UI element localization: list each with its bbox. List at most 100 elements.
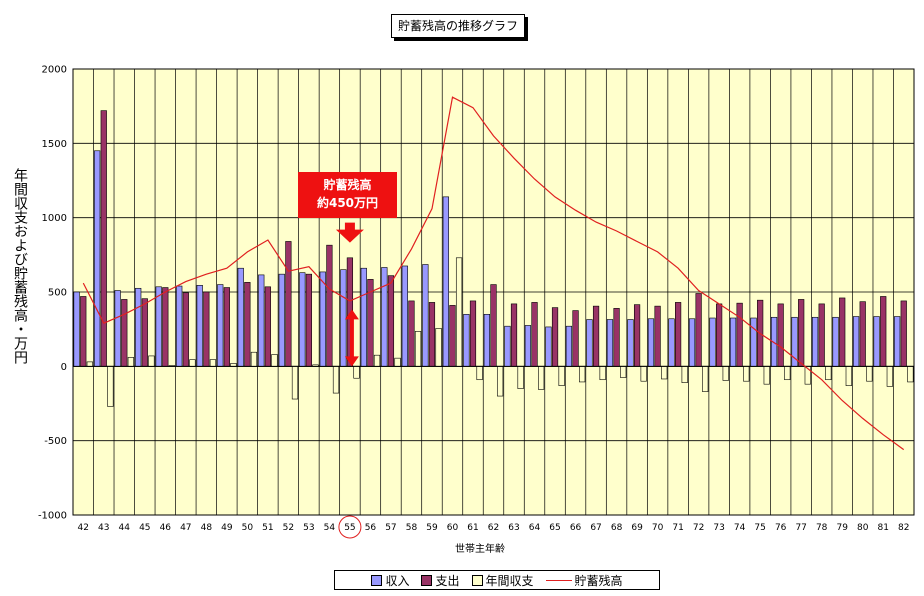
bar-income — [196, 285, 203, 367]
bar-income — [422, 264, 429, 367]
x-tick-label: 52 — [283, 523, 294, 533]
bar-balance — [825, 366, 832, 381]
bar-income — [750, 317, 757, 367]
legend-item-income: 収入 — [371, 572, 409, 589]
bar-balance — [907, 366, 914, 383]
legend-swatch-income — [371, 574, 383, 586]
bar-balance — [189, 359, 196, 367]
bar-income — [319, 271, 326, 367]
bar-expense — [777, 303, 784, 367]
x-tick-label: 60 — [447, 523, 459, 533]
bar-balance — [538, 366, 545, 390]
chart-title: 貯蓄残高の推移グラフ — [391, 14, 526, 38]
x-tick-label: 61 — [467, 523, 478, 533]
x-tick-label: 48 — [201, 523, 213, 533]
legend-item-savings: 貯蓄残高 — [545, 572, 623, 589]
bar-balance — [866, 366, 873, 382]
y-tick-label: 1000 — [42, 213, 67, 224]
bar-expense — [121, 299, 128, 367]
bar-expense — [449, 305, 456, 367]
bar-income — [873, 316, 880, 367]
x-tick-label: 43 — [98, 523, 109, 533]
bar-income — [894, 316, 901, 367]
x-tick-label: 78 — [816, 523, 828, 533]
bar-income — [258, 274, 265, 367]
x-tick-label: 51 — [262, 523, 273, 533]
bar-income — [565, 325, 573, 367]
bar-expense — [736, 302, 743, 367]
x-axis-label: 世帯主年齢 — [455, 544, 505, 555]
bar-expense — [223, 287, 230, 367]
x-tick-label: 77 — [795, 523, 806, 533]
x-tick-label: 42 — [78, 523, 89, 533]
bar-expense — [141, 298, 148, 367]
y-tick-label: 2000 — [42, 65, 67, 76]
x-tick-label: 62 — [488, 523, 499, 533]
bar-balance — [476, 366, 483, 381]
y-tick-label: 0 — [61, 362, 67, 373]
bar-balance — [332, 366, 340, 394]
bar-income — [647, 318, 655, 367]
x-tick-label: 46 — [160, 523, 172, 533]
bar-income — [606, 319, 614, 367]
x-tick-label: 55 — [344, 523, 355, 533]
bar-balance — [640, 366, 647, 382]
x-tick-label: 81 — [878, 523, 889, 533]
bar-income — [524, 325, 532, 367]
x-tick-label: 56 — [365, 523, 377, 533]
bar-income — [442, 196, 449, 367]
x-tick-label: 75 — [754, 523, 765, 533]
bar-income — [299, 272, 306, 367]
bar-income — [401, 265, 408, 367]
bar-balance — [661, 366, 668, 380]
x-tick-label: 45 — [139, 523, 150, 533]
legend-swatch-balance — [471, 574, 483, 586]
bar-expense — [633, 304, 641, 367]
y-axis-label: 年間収支および貯蓄残高・万円 — [12, 168, 28, 364]
x-tick-label: 47 — [180, 523, 191, 533]
bar-balance — [702, 366, 709, 392]
bar-income — [688, 318, 696, 367]
bar-balance — [722, 366, 729, 381]
x-tick-label: 59 — [426, 523, 438, 533]
bar-income — [237, 267, 244, 367]
x-tick-label: 63 — [508, 523, 519, 533]
savings-line — [82, 96, 905, 451]
bar-balance — [148, 355, 155, 367]
bar-income — [709, 317, 716, 367]
bar-expense — [285, 241, 292, 367]
y-tick-label: 1500 — [42, 139, 67, 150]
bar-expense — [510, 303, 518, 367]
bar-expense — [572, 310, 579, 367]
bar-expense — [900, 300, 907, 367]
bar-income — [811, 316, 819, 367]
x-tick-label: 44 — [119, 523, 131, 533]
bar-expense — [716, 303, 723, 367]
x-tick-label: 57 — [385, 523, 396, 533]
bar-income — [155, 286, 162, 367]
bar-balance — [620, 366, 627, 378]
legend-swatch-savings — [545, 579, 572, 581]
bar-income — [73, 291, 80, 367]
bar-income — [832, 316, 839, 367]
x-tick-label: 76 — [775, 523, 787, 533]
bar-expense — [203, 291, 210, 367]
bar-balance — [291, 366, 299, 400]
bar-income — [545, 326, 552, 367]
bar-balance — [353, 366, 360, 379]
bar-expense — [408, 300, 415, 367]
bar-expense — [326, 244, 333, 367]
bar-balance — [394, 357, 401, 367]
x-tick-label: 73 — [713, 523, 724, 533]
x-tick-label: 70 — [652, 523, 664, 533]
bar-income — [217, 284, 224, 367]
x-tick-label: 68 — [611, 523, 623, 533]
legend-label-expense: 支出 — [435, 573, 460, 588]
y-tick-label: -500 — [44, 436, 67, 447]
bar-balance — [784, 366, 791, 381]
range-arrow-head-down — [344, 356, 359, 367]
bar-balance — [455, 257, 463, 367]
legend-item-balance: 年間収支 — [471, 572, 534, 589]
bar-expense — [798, 299, 805, 367]
